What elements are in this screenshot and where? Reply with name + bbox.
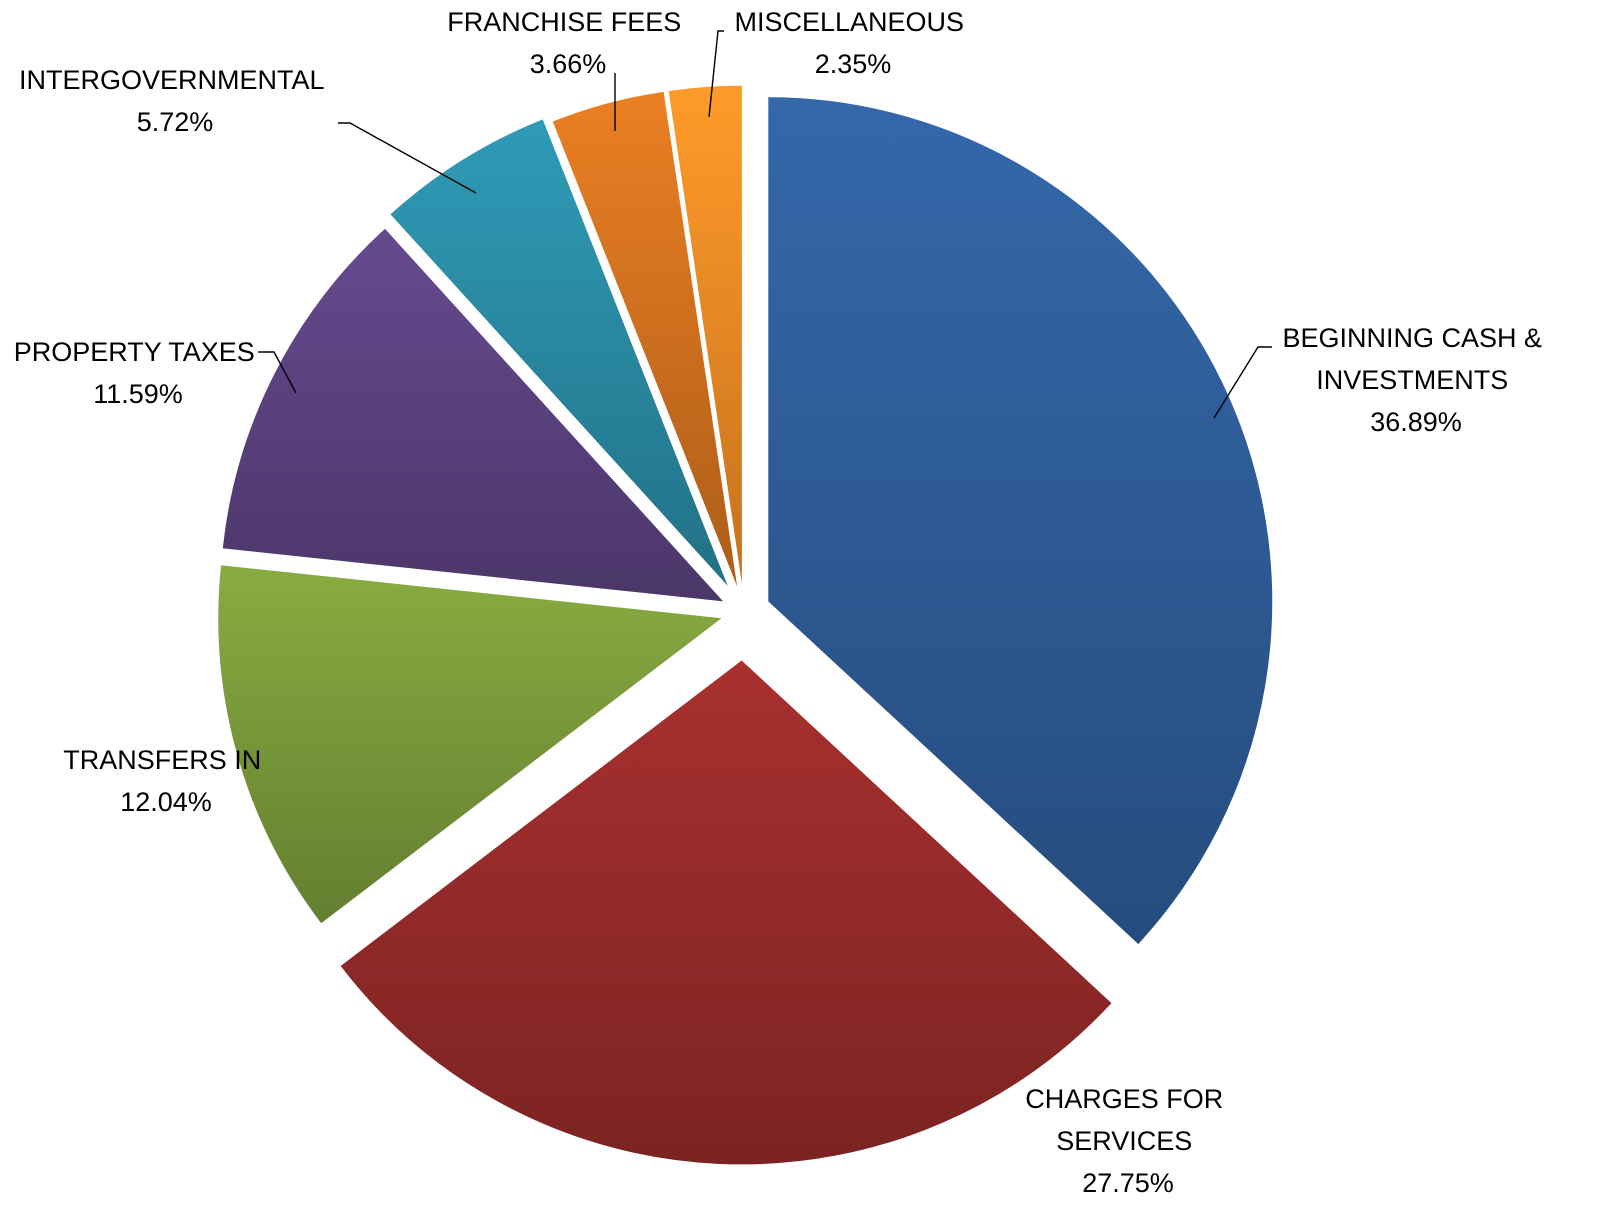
leader-property-taxes	[258, 351, 297, 394]
slice-charges-for-services	[339, 659, 1113, 1166]
pct-beginning-cash: 36.89%	[1370, 407, 1462, 437]
leader-miscellaneous	[708, 30, 724, 118]
slice-property-taxes	[221, 227, 726, 603]
pct-franchise-fees: 3.66%	[530, 49, 607, 79]
label-franchise-fees: FRANCHISE FEES 3.66%	[447, 7, 689, 79]
slice-intergovernmental	[389, 118, 730, 589]
slice-miscellaneous	[667, 84, 743, 591]
leader-lines	[258, 30, 1272, 419]
pie-slices	[217, 84, 1274, 1166]
label-charges-for-services: CHARGES FOR SERVICES 27.75%	[1025, 1084, 1231, 1198]
slice-transfers-in	[217, 564, 725, 925]
slice-beginning-cash	[767, 96, 1274, 946]
pct-intergovernmental: 5.72%	[137, 107, 214, 137]
pct-transfers-in: 12.04%	[120, 787, 212, 817]
label-miscellaneous: MISCELLANEOUS 2.35%	[734, 7, 971, 79]
label-property-taxes: PROPERTY TAXES 11.59%	[14, 337, 263, 409]
pct-charges-for-services: 27.75%	[1082, 1168, 1174, 1198]
label-transfers-in: TRANSFERS IN 12.04%	[63, 745, 269, 817]
pct-miscellaneous: 2.35%	[815, 49, 892, 79]
label-intergovernmental: INTERGOVERNMENTAL 5.72%	[19, 65, 331, 137]
label-beginning-cash: BEGINNING CASH & INVESTMENTS 36.89%	[1282, 323, 1549, 437]
slice-franchise-fees	[551, 90, 739, 591]
leader-intergovernmental	[338, 122, 477, 194]
pct-property-taxes: 11.59%	[93, 379, 183, 409]
leader-beginning-cash	[1213, 346, 1272, 419]
